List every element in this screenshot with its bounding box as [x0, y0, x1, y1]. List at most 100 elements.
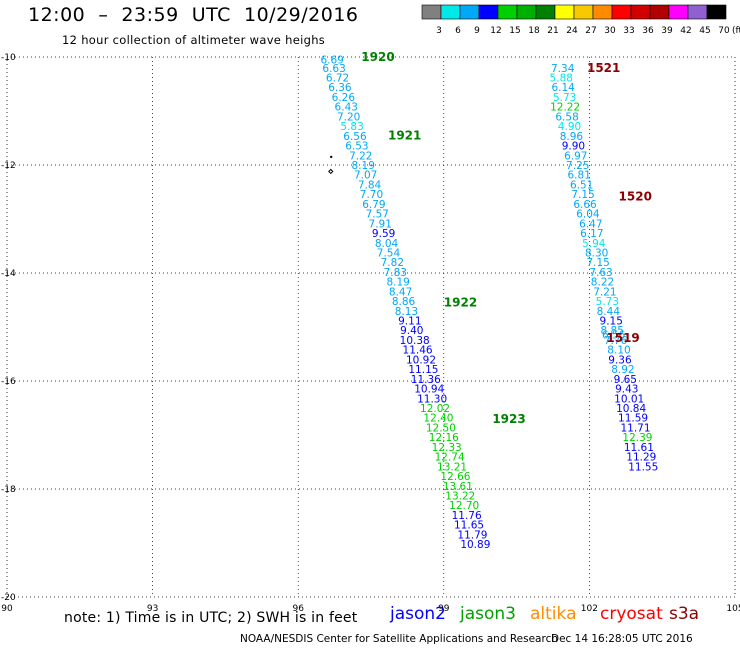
y-tick-label: -20: [1, 593, 16, 603]
swh-value-label: 6.36: [328, 82, 352, 94]
swh-value-label: 6.04: [576, 209, 600, 221]
y-tick-label: -12: [1, 161, 16, 171]
swh-value-label: 6.56: [602, 330, 626, 342]
swh-value-label: 9.65: [614, 374, 637, 386]
swh-value-label: 6.69: [320, 55, 343, 67]
y-tick-label: -16: [1, 377, 16, 387]
pass-time-label: 1521: [587, 61, 620, 75]
legend-altika: altika: [530, 604, 577, 624]
swh-value-label: 9.43: [615, 384, 638, 396]
swh-value-label: 6.58: [555, 111, 578, 123]
swh-value-label: 12.39: [622, 432, 652, 444]
colorbar-label: 45: [699, 26, 710, 36]
swh-value-label: 8.44: [597, 306, 621, 318]
swh-value-label: 12.66: [440, 471, 470, 483]
legend-cryosat: cryosat: [600, 604, 663, 624]
plot-frame: [6, 56, 736, 598]
swh-value-label: 7.15: [586, 257, 609, 269]
swh-value-label: 10.92: [406, 354, 436, 366]
swh-value-label: 7.20: [337, 111, 360, 123]
swh-value-label: 11.36: [411, 374, 441, 386]
swh-value-label: 7.34: [551, 63, 575, 75]
colorbar-unit: (ft): [732, 26, 740, 36]
island-marker: [330, 155, 333, 159]
swh-value-label: 12.50: [426, 422, 456, 434]
swh-value-label: 4.90: [558, 121, 581, 133]
swh-value-label: 13.21: [437, 461, 467, 473]
swh-value-label: 6.56: [343, 131, 367, 143]
swh-value-label: 5.88: [550, 73, 573, 85]
swh-value-label: 12.40: [423, 413, 453, 425]
swh-value-label: 8.85: [601, 325, 624, 337]
page-subtitle: 12 hour collection of altimeter wave hei…: [62, 33, 326, 47]
swh-value-label: 9.36: [608, 354, 632, 366]
x-tick-label: 93: [147, 604, 158, 614]
colorbar-label: 24: [566, 26, 578, 36]
generated-timestamp: Dec 14 16:28:05 UTC 2016: [551, 633, 693, 645]
page-title: 12:00 – 23:59 UTC 10/29/2016: [28, 4, 359, 26]
legend-s3a: s3a: [669, 604, 700, 624]
swh-value-label: 12.74: [435, 452, 465, 464]
colorbar-label: 39: [661, 26, 673, 36]
swh-value-label: 11.55: [628, 461, 658, 473]
x-tick-label: 90: [1, 604, 13, 614]
island-marker: [328, 168, 334, 175]
colorbar-label: 12: [490, 26, 501, 36]
swh-value-label: 8.22: [591, 277, 614, 289]
swh-value-label: 6.63: [322, 63, 345, 75]
swh-value-label: 6.79: [362, 199, 385, 211]
pass-time-label: 1923: [492, 412, 525, 426]
swh-value-label: 12.16: [429, 432, 459, 444]
swh-value-label: 7.63: [589, 267, 612, 279]
y-tick-label: -10: [1, 53, 16, 63]
swh-value-label: 6.17: [580, 228, 603, 240]
swh-value-label: 9.59: [372, 228, 395, 240]
swh-value-label: 10.01: [614, 393, 644, 405]
colorbar-label: 33: [623, 26, 634, 36]
pass-time-label: 1921: [388, 128, 421, 142]
colorbar-label: 6: [455, 26, 461, 36]
swh-value-label: 6.53: [345, 141, 368, 153]
legend-jason3: jason3: [460, 604, 516, 624]
swh-value-label: 5.73: [596, 296, 619, 308]
swh-value-label: 8.19: [352, 160, 375, 172]
swh-value-label: 6.81: [568, 170, 591, 182]
swh-value-label: 9.11: [398, 316, 421, 328]
x-tick-label: 102: [581, 604, 598, 614]
swh-value-label: 7.84: [358, 179, 382, 191]
swh-value-label: 11.29: [626, 452, 656, 464]
y-tick-label: -14: [1, 269, 16, 279]
pass-time-label: 1922: [444, 296, 477, 310]
colorbar-label: 36: [642, 26, 654, 36]
y-tick-label: -18: [1, 485, 16, 495]
swh-value-label: 6.43: [335, 102, 358, 114]
swh-value-label: 6.14: [551, 82, 575, 94]
swh-value-label: 8.86: [392, 296, 416, 308]
swh-value-label: 5.73: [553, 92, 576, 104]
swh-value-label: 8.13: [395, 306, 418, 318]
colorbar-label: 42: [680, 26, 691, 36]
swh-value-label: 9.90: [562, 141, 585, 153]
pass-time-label: 1920: [361, 50, 394, 64]
x-tick-label: 99: [438, 604, 450, 614]
swh-value-label: 8.10: [607, 345, 630, 357]
swh-value-label: 12.02: [420, 403, 450, 415]
swh-value-label: 6.26: [332, 92, 356, 104]
swh-value-label: 9.40: [400, 325, 423, 337]
swh-value-label: 11.46: [403, 345, 433, 357]
swh-value-label: 12.33: [432, 442, 462, 454]
swh-value-label: 11.71: [620, 422, 650, 434]
swh-value-label: 7.15: [571, 189, 594, 201]
swh-value-label: 10.38: [400, 335, 430, 347]
colorbar-label: 18: [528, 26, 540, 36]
swh-value-label: 6.51: [570, 179, 593, 191]
colorbar-label: 9: [474, 26, 480, 36]
colorbar-label: 30: [604, 26, 616, 36]
colorbar-label: 3: [436, 26, 442, 36]
swh-value-label: 7.54: [377, 247, 401, 259]
swh-value-label: 11.76: [452, 510, 482, 522]
swh-value-label: 5.94: [582, 238, 606, 250]
swh-value-label: 8.30: [585, 247, 608, 259]
swh-value-label: 9.15: [600, 316, 623, 328]
